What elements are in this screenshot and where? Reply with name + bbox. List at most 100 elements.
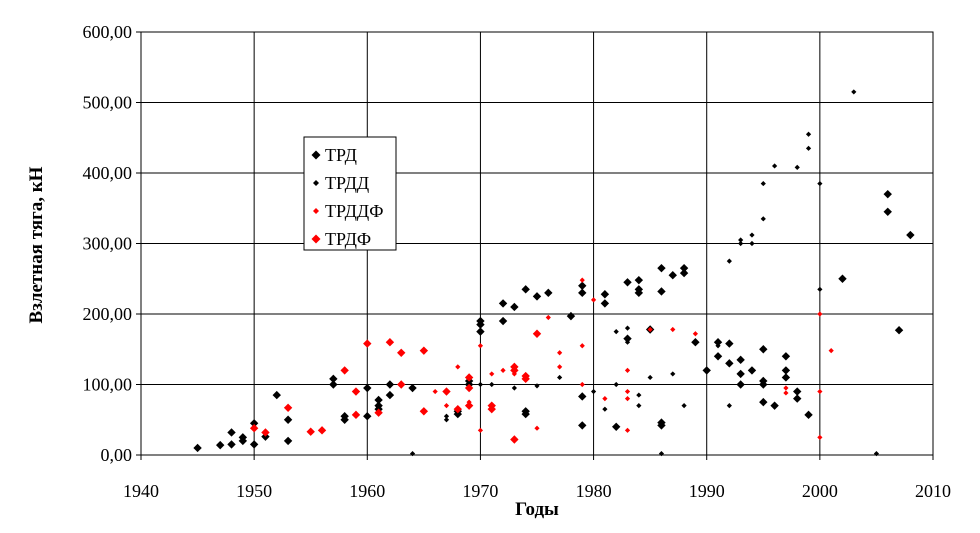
data-point: [557, 364, 563, 370]
data-point: [781, 352, 791, 361]
data-point: [613, 329, 619, 335]
data-point: [657, 421, 666, 430]
data-point: [545, 314, 551, 321]
data-point: [817, 311, 823, 317]
data-point: [476, 320, 485, 329]
data-point: [670, 326, 676, 333]
data-point: [817, 388, 823, 395]
data-point: [634, 288, 644, 298]
data-point: [363, 339, 372, 348]
data-point: [498, 316, 508, 326]
data-point: [329, 380, 338, 389]
y-axis-ticks: 0,00 100,00 200,00 300,00 400,00 500,00 600,00: [83, 22, 141, 465]
data-point: [385, 390, 395, 400]
legend-marker: [313, 208, 319, 214]
data-point: [521, 285, 530, 294]
legend-marker: [313, 180, 319, 186]
data-point: [489, 381, 495, 388]
data-point: [510, 435, 519, 444]
data-point: [511, 385, 517, 391]
data-point: [261, 432, 270, 441]
data-point: [612, 422, 621, 431]
data-point: [647, 326, 653, 333]
data-point: [600, 290, 610, 299]
y-tick-label: 200,00: [83, 304, 133, 324]
series-1-points: [409, 89, 880, 457]
data-point: [738, 240, 744, 247]
data-point: [409, 450, 416, 457]
data-point: [725, 339, 734, 348]
data-point: [216, 440, 225, 450]
data-point: [805, 145, 812, 151]
data-point: [579, 343, 585, 349]
data-point: [624, 388, 631, 395]
data-point: [557, 374, 563, 381]
data-point: [272, 390, 281, 400]
x-tick-label: 1960: [349, 481, 385, 501]
legend-marker: [311, 150, 321, 160]
data-point: [249, 440, 259, 449]
data-point: [602, 406, 608, 412]
data-point: [759, 380, 768, 389]
y-tick-label: 600,00: [83, 22, 133, 42]
data-point: [306, 427, 315, 436]
data-point: [738, 237, 744, 243]
data-point: [679, 263, 689, 273]
data-point: [679, 268, 689, 278]
data-point: [692, 331, 698, 337]
data-point: [736, 355, 745, 365]
data-point: [760, 180, 766, 187]
data-point: [283, 415, 293, 424]
data-point: [374, 395, 383, 405]
data-point: [489, 371, 495, 377]
data-point: [817, 286, 823, 292]
data-point: [340, 415, 349, 424]
data-point: [828, 348, 834, 354]
data-point: [455, 364, 461, 370]
x-tick-label: 1980: [576, 481, 612, 501]
y-tick-label: 400,00: [83, 163, 133, 183]
data-point: [374, 408, 383, 417]
x-tick-label: 1950: [236, 481, 272, 501]
data-point: [557, 350, 563, 356]
data-point: [579, 277, 585, 283]
data-point: [419, 346, 429, 355]
data-point: [498, 299, 508, 308]
data-point: [590, 297, 597, 303]
data-point: [443, 403, 450, 409]
data-point: [317, 426, 327, 435]
data-point: [578, 281, 587, 290]
data-point: [578, 421, 587, 430]
data-point: [894, 326, 904, 335]
data-point: [477, 381, 484, 388]
legend-label: ТРДД: [325, 173, 369, 193]
y-tick-label: 0,00: [101, 445, 133, 465]
data-point: [613, 381, 619, 388]
data-point: [636, 392, 642, 398]
data-point: [477, 427, 484, 433]
data-point: [668, 271, 677, 280]
data-point: [781, 366, 791, 375]
data-point: [510, 366, 519, 375]
plot-frame: [140, 31, 934, 456]
data-point: [532, 292, 542, 301]
data-point: [873, 450, 880, 457]
data-point: [340, 366, 349, 375]
data-point: [590, 388, 597, 395]
data-point: [647, 374, 653, 381]
data-point: [487, 404, 496, 414]
data-point: [715, 343, 721, 349]
data-point: [726, 403, 732, 409]
data-point: [623, 278, 632, 287]
data-point: [397, 348, 406, 357]
data-point: [691, 338, 700, 347]
legend-label: ТРДФ: [325, 229, 371, 249]
data-point: [500, 367, 506, 373]
x-tick-label: 1940: [123, 481, 159, 501]
data-point: [521, 374, 530, 384]
data-point: [419, 407, 429, 416]
data-point: [636, 403, 642, 409]
data-point: [670, 371, 676, 377]
data-point: [736, 380, 745, 389]
data-point: [624, 427, 631, 433]
